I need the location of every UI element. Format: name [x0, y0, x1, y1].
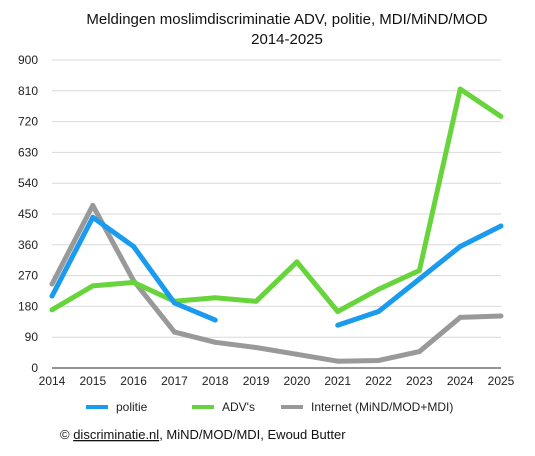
data-point — [376, 357, 382, 363]
x-tick-label: 2015 — [79, 374, 106, 388]
series-line — [50, 86, 503, 314]
y-tick-label: 270 — [18, 269, 38, 283]
chart-title: Meldingen moslimdiscriminatie ADV, polit… — [86, 11, 487, 28]
series-line — [49, 202, 502, 364]
data-point — [253, 298, 259, 304]
chart-subtitle: 2014-2025 — [251, 31, 323, 48]
y-tick-label: 540 — [18, 176, 38, 190]
data-point — [49, 293, 55, 299]
series-line — [49, 214, 503, 328]
y-tick-label: 900 — [18, 53, 38, 67]
data-point — [498, 223, 504, 229]
x-tick-label: 2019 — [243, 374, 270, 388]
data-point — [90, 202, 96, 208]
data-point — [376, 286, 382, 292]
data-point — [294, 351, 300, 357]
x-tick-label: 2023 — [406, 374, 433, 388]
legend: politie ADV's Internet (MiND/MOD+MDI) — [86, 400, 453, 414]
x-tick-label: 2021 — [324, 374, 351, 388]
data-point — [457, 314, 463, 320]
legend-label: politie — [116, 400, 148, 414]
gridlines — [52, 59, 501, 369]
data-point — [416, 276, 422, 282]
y-tick-label: 0 — [31, 361, 38, 375]
y-tick-label: 360 — [18, 238, 38, 252]
data-point — [335, 358, 341, 364]
data-point — [416, 349, 422, 355]
x-tick-label: 2018 — [202, 374, 229, 388]
data-point — [498, 313, 504, 319]
data-point — [171, 329, 177, 335]
series-lines — [49, 86, 504, 364]
data-point — [90, 214, 96, 220]
y-tick-label: 810 — [18, 84, 38, 98]
data-point — [212, 339, 218, 345]
legend-label: ADV's — [222, 400, 255, 414]
y-tick-label: 720 — [18, 115, 38, 129]
legend-label: Internet (MiND/MOD+MDI) — [311, 400, 453, 414]
data-point — [498, 113, 504, 119]
data-point — [457, 86, 463, 92]
data-point — [49, 307, 55, 313]
x-tick-label: 2017 — [161, 374, 188, 388]
y-tick-label: 180 — [18, 299, 38, 313]
source-credit: © discriminatie.nl, MiND/MOD/MDI, Ewoud … — [60, 427, 346, 442]
data-point — [212, 295, 218, 301]
data-point — [212, 317, 218, 323]
x-tick-label: 2024 — [447, 374, 474, 388]
data-point — [131, 279, 137, 285]
data-point — [376, 309, 382, 315]
source-link[interactable]: discriminatie.nl — [73, 427, 159, 442]
data-point — [294, 259, 300, 265]
data-point — [171, 300, 177, 306]
data-point — [253, 344, 259, 350]
x-tick-label: 2016 — [120, 374, 147, 388]
y-tick-label: 450 — [18, 207, 38, 221]
data-point — [457, 244, 463, 250]
data-point — [416, 267, 422, 273]
data-point — [49, 281, 55, 287]
source-prefix: © — [60, 427, 73, 442]
y-tick-label: 630 — [18, 145, 38, 159]
x-tick-label: 2025 — [488, 374, 515, 388]
x-tick-label: 2020 — [284, 374, 311, 388]
y-tick-label: 90 — [25, 330, 39, 344]
source-suffix: , MiND/MOD/MDI, Ewoud Butter — [159, 427, 346, 442]
data-point — [90, 283, 96, 289]
x-tick-label: 2014 — [39, 374, 66, 388]
axes: 0 90 180 270 360 450 540 630 720 810 900 2014 2015 20… — [18, 53, 515, 388]
data-point — [335, 309, 341, 315]
x-tick-label: 2022 — [365, 374, 392, 388]
data-point — [131, 244, 137, 250]
data-point — [335, 322, 341, 328]
